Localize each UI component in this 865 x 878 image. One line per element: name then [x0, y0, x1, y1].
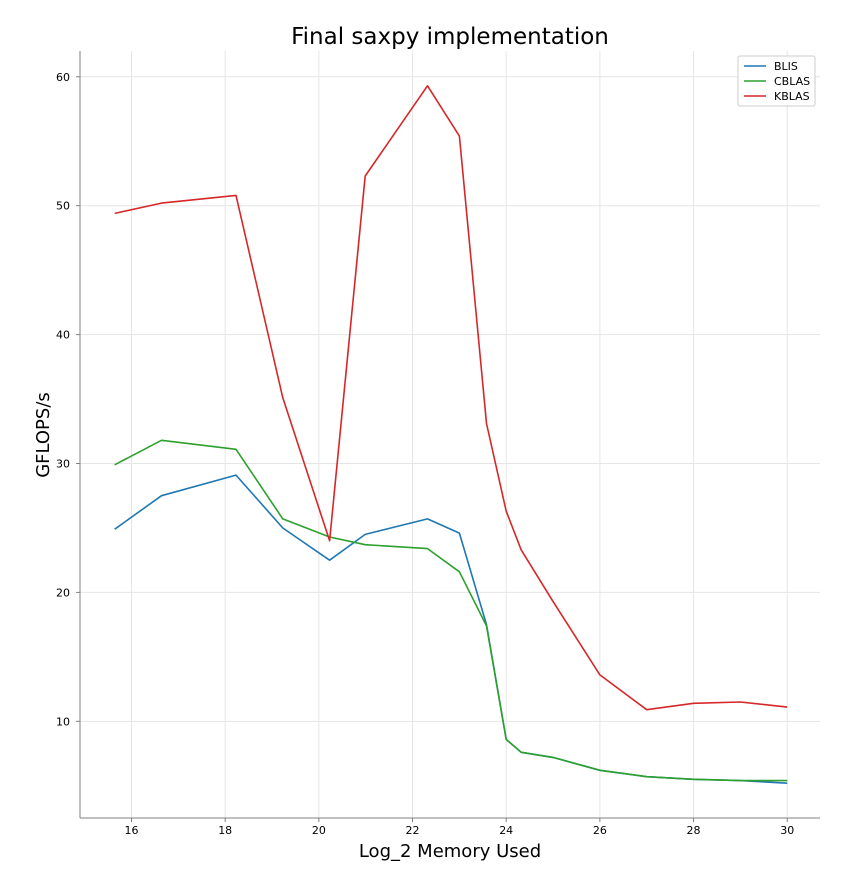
legend-label-kblas: KBLAS: [774, 90, 810, 103]
x-tick-label: 28: [687, 824, 701, 837]
series-line-cblas: [114, 439, 788, 782]
y-axis-label: GFLOPS/s: [33, 392, 54, 478]
y-tick-label: 50: [56, 200, 70, 213]
x-tick-label: 20: [312, 824, 326, 837]
legend-frame: [737, 55, 816, 107]
x-tick-label: 22: [406, 824, 420, 837]
x-tick-label: 26: [593, 824, 607, 837]
axes: 16 18 20 22 24 26 28 30 10 20 30 40 50 60: [56, 51, 820, 837]
series-group: [114, 85, 788, 784]
legend-label-blis: BLIS: [774, 60, 798, 73]
y-tick-label: 10: [56, 715, 70, 728]
grid: [80, 51, 820, 818]
series-line-kblas: [114, 85, 788, 711]
y-tick-label: 60: [56, 71, 70, 84]
legend: BLIS CBLAS KBLAS: [737, 55, 816, 107]
x-axis-label: Log_2 Memory Used: [359, 841, 541, 862]
series-line-blis: [114, 474, 788, 784]
x-tick-label: 24: [499, 824, 513, 837]
y-tick-label: 20: [56, 586, 70, 599]
y-tick-label: 30: [56, 458, 70, 471]
y-tick-label: 40: [56, 329, 70, 342]
legend-label-cblas: CBLAS: [774, 75, 810, 88]
chart-title: Final saxpy implementation: [291, 24, 609, 50]
x-tick-label: 16: [125, 824, 139, 837]
x-tick-label: 30: [780, 824, 794, 837]
x-tick-label: 18: [218, 824, 232, 837]
